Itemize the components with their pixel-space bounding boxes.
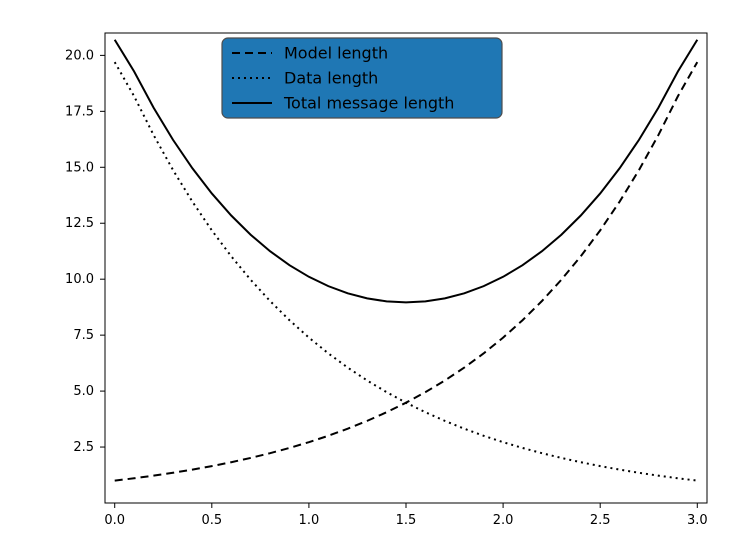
chart-stage: 0.0 0.5 1.0 1.5 2.0 2.5 3.0 2.5 5.0 7.5 10.0 12.5 15… [0, 0, 753, 560]
x-tick-label: 3.0 [687, 513, 708, 528]
x-tick-label: 1.0 [299, 513, 320, 528]
y-tick-label: 12.5 [65, 216, 94, 231]
x-tick-label: 1.5 [396, 513, 417, 528]
y-tick-label: 15.0 [65, 160, 94, 175]
chart-svg: 0.0 0.5 1.0 1.5 2.0 2.5 3.0 2.5 5.0 7.5 10.0 12.5 15… [0, 0, 753, 560]
x-tick-label: 0.0 [104, 513, 125, 528]
y-tick-label: 10.0 [65, 272, 94, 287]
y-tick-label: 5.0 [73, 384, 94, 399]
legend-label-model-length: Model length [284, 44, 388, 63]
legend-label-total-message-length: Total message length [283, 94, 454, 113]
y-tick-label: 2.5 [73, 440, 94, 455]
y-tick-label: 7.5 [73, 328, 94, 343]
x-tick-label: 2.5 [590, 513, 611, 528]
x-tick-label: 0.5 [201, 513, 222, 528]
y-tick-label: 17.5 [65, 104, 94, 119]
legend: Model length Data length Total message len… [222, 38, 502, 118]
x-tick-label: 2.0 [493, 513, 514, 528]
y-tick-label: 20.0 [65, 48, 94, 63]
legend-label-data-length: Data length [284, 69, 378, 88]
